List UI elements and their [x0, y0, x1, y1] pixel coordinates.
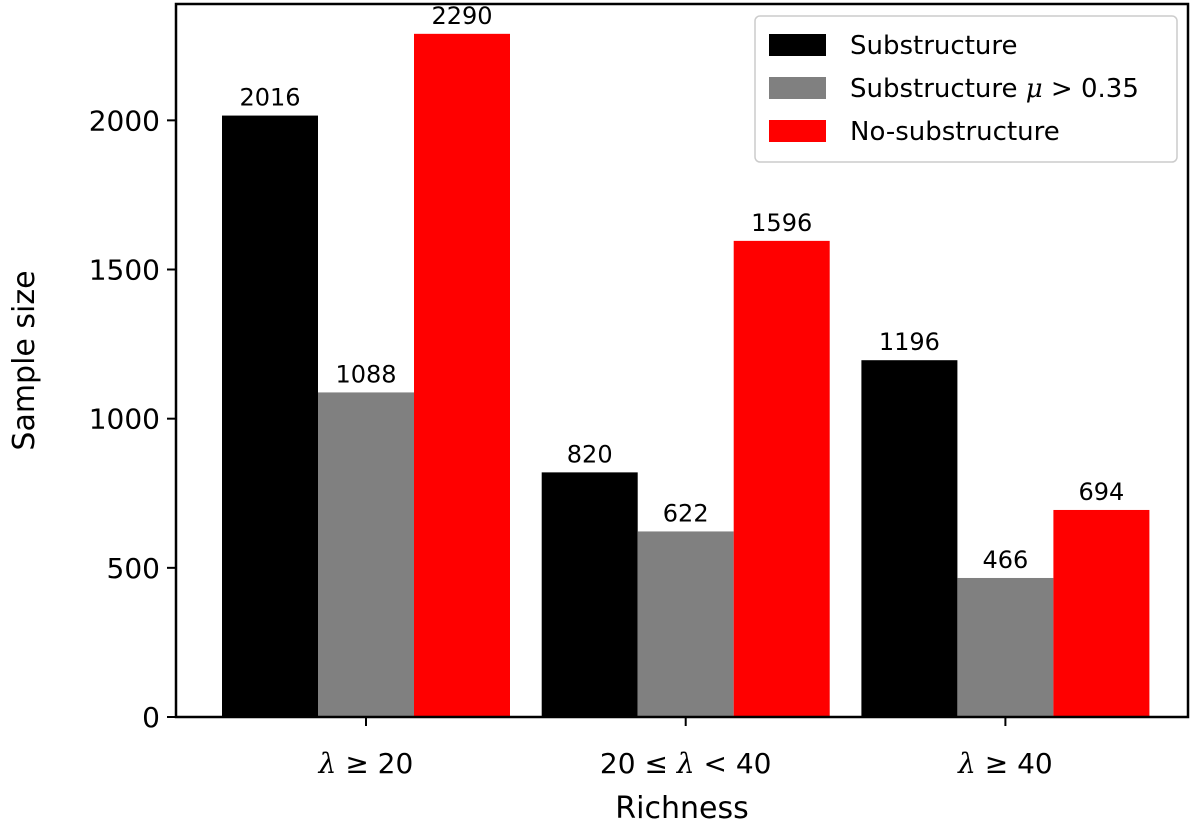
text-part: Substructure — [850, 74, 1026, 104]
data-label-lambda-ge-20-series-0: 2016 — [239, 84, 300, 112]
bar-lambda-ge-40-series-2 — [1053, 509, 1150, 717]
y-tick-label: 2000 — [89, 104, 160, 137]
bar-lambda-20-40-series-0 — [541, 472, 638, 717]
data-label-lambda-ge-40-series-1: 466 — [982, 546, 1028, 574]
x-axis-label: Richness — [615, 791, 748, 826]
legend-swatch-0 — [769, 34, 826, 56]
text-part: < 40 — [695, 747, 772, 780]
y-tick-label: 500 — [107, 552, 160, 585]
legend-frame — [754, 15, 1178, 163]
y-tick-label: 1000 — [89, 403, 160, 436]
plot-frame — [174, 2, 1190, 719]
legend-label-2: No-substructure — [850, 117, 1060, 147]
data-label-lambda-ge-40-series-2: 694 — [1078, 478, 1124, 506]
data-label-lambda-20-40-series-1: 622 — [663, 499, 709, 527]
text-part: Substructure — [850, 31, 1017, 61]
text-part: ≥ 20 — [336, 747, 413, 780]
bar-lambda-ge-40-series-1 — [957, 577, 1054, 717]
bar-lambda-20-40-series-1 — [637, 531, 734, 717]
legend-swatch-2 — [769, 120, 826, 142]
x-tick-label-lambda-20-40: 20 ≤ λ < 40 — [600, 747, 772, 780]
bar-lambda-ge-20-series-2 — [414, 33, 510, 717]
math-symbol: λ — [676, 747, 695, 780]
bars-group — [222, 33, 1150, 718]
text-part: > 0.35 — [1043, 74, 1139, 104]
text-part: ≥ 40 — [976, 747, 1053, 780]
y-axis-label: Sample size — [7, 270, 42, 450]
y-tick-label: 1500 — [89, 254, 160, 287]
data-label-lambda-ge-20-series-1: 1088 — [335, 360, 396, 388]
data-label-lambda-ge-40-series-0: 1196 — [879, 328, 940, 356]
math-symbol: λ — [318, 747, 337, 780]
legend-label-1: Substructure μ > 0.35 — [850, 74, 1139, 104]
legend-label-0: Substructure — [850, 31, 1017, 61]
bar-lambda-ge-20-series-0 — [222, 115, 318, 718]
x-axis: λ ≥ 20 20 ≤ λ < 40 λ ≥ 40 — [318, 717, 1053, 780]
data-label-lambda-ge-20-series-2: 2290 — [431, 2, 492, 30]
bar-lambda-ge-40-series-0 — [861, 360, 958, 717]
x-tick-label-lambda-ge-20: λ ≥ 20 — [318, 747, 414, 780]
text-part: 20 ≤ — [600, 747, 677, 780]
bar-lambda-ge-20-series-1 — [318, 392, 414, 717]
bar-lambda-20-40-series-2 — [733, 240, 830, 717]
y-axis: 0 500 1000 1500 2000 — [89, 104, 176, 734]
legend-swatch-1 — [769, 77, 826, 99]
math-symbol: μ — [1026, 74, 1043, 104]
math-symbol: λ — [957, 747, 976, 780]
y-tick-label: 0 — [142, 701, 160, 734]
data-labels-group: 2016 820 1196 1088 622 466 2290 1596 694 — [239, 2, 1124, 574]
x-tick-label-lambda-ge-40: λ ≥ 40 — [957, 747, 1053, 780]
data-label-lambda-20-40-series-0: 820 — [567, 440, 613, 468]
text-part: No-substructure — [850, 117, 1060, 147]
data-label-lambda-20-40-series-2: 1596 — [751, 209, 812, 237]
